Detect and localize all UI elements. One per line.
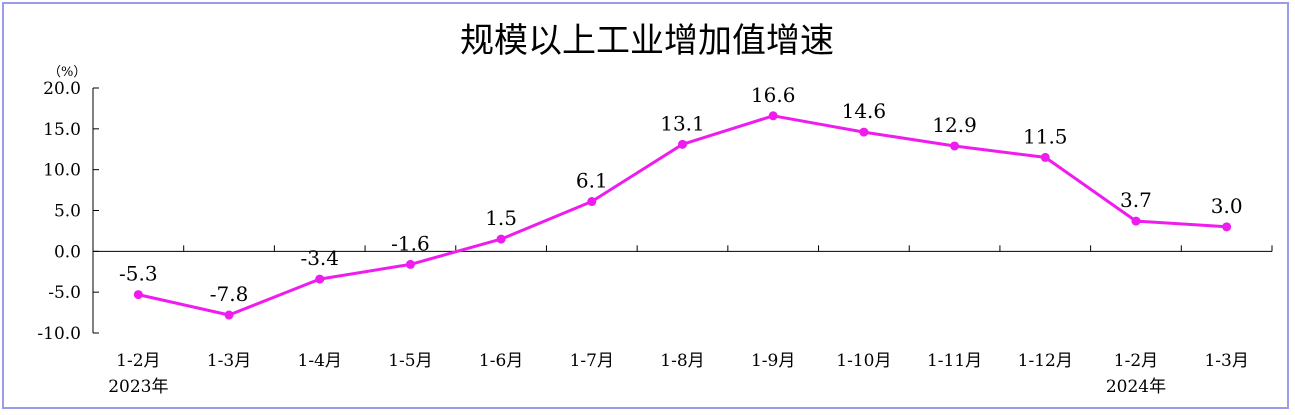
data-label: -5.3: [119, 262, 158, 286]
chart-title: 规模以上工业增加值增速: [460, 21, 834, 61]
data-label: 3.0: [1211, 194, 1243, 218]
y-tick-label: -5.0: [48, 283, 81, 303]
data-point: [224, 310, 234, 320]
y-tick-label: 0.0: [54, 242, 81, 262]
data-label: -3.4: [300, 246, 339, 270]
series-group: [133, 111, 1232, 320]
data-point: [1131, 216, 1141, 226]
x-tick-label: 1-6月: [479, 351, 523, 371]
y-tick-label: -10.0: [37, 324, 81, 344]
x-tick-label: 1-3月: [207, 351, 251, 371]
x-tick-label: 1-10月: [836, 351, 891, 371]
x-tick-labels: 1-2月 1-3月 1-4月 1-5月 1-6月 1-7月 1-8月 1-9月 1-10月 1-1…: [108, 351, 1249, 397]
x-tick-label: 1-3月: [1204, 351, 1248, 371]
data-point: [859, 127, 869, 137]
data-label: 3.7: [1120, 188, 1152, 212]
data-label: 11.5: [1023, 124, 1068, 148]
x-tick-label: 1-5月: [388, 351, 432, 371]
data-point: [405, 259, 415, 269]
data-label: 13.1: [660, 111, 705, 135]
data-label: 16.6: [751, 83, 796, 107]
x-tick-label: 1-9月: [751, 351, 795, 371]
data-point: [768, 111, 778, 121]
data-label: -7.8: [210, 282, 249, 306]
year-label: 2024年: [1106, 377, 1166, 397]
x-tick-label: 1-2月: [1114, 351, 1158, 371]
x-tick-label: 1-7月: [570, 351, 614, 371]
y-axis-unit-label: （%）: [48, 65, 86, 80]
data-point: [1222, 222, 1232, 232]
x-tick-label: 1-4月: [298, 351, 342, 371]
data-point: [678, 139, 687, 149]
x-tick-label: 1-2月: [116, 351, 160, 371]
axes: [92, 87, 1273, 334]
x-tick-label: 1-12月: [1018, 351, 1073, 371]
data-point: [496, 234, 506, 244]
x-tick-label: 1-8月: [660, 351, 704, 371]
data-labels: -5.3 -7.8 -3.4 -1.6 1.5 6.1 13.1 16.6 14.6 12.9 11…: [119, 83, 1243, 306]
data-point: [1040, 152, 1050, 162]
data-point: [315, 274, 325, 284]
data-point: [133, 290, 143, 300]
year-label: 2023年: [108, 377, 168, 397]
data-point: [587, 197, 597, 207]
y-tick-label: 5.0: [54, 202, 81, 222]
x-tick-label: 1-11月: [927, 351, 982, 371]
data-label: 1.5: [485, 206, 517, 230]
chart-frame: [2, 2, 1289, 409]
y-tick-labels: 20.0 15.0 10.0 5.0 0.0 -5.0 -10.0: [37, 79, 81, 344]
data-point: [950, 141, 960, 151]
y-tick-label: 15.0: [43, 120, 81, 140]
data-label: 12.9: [932, 113, 977, 137]
data-label: 6.1: [576, 169, 608, 193]
data-label: -1.6: [391, 231, 430, 255]
y-tick-label: 20.0: [43, 79, 81, 99]
y-tick-label: 10.0: [43, 161, 81, 181]
data-label: 14.6: [842, 99, 887, 123]
